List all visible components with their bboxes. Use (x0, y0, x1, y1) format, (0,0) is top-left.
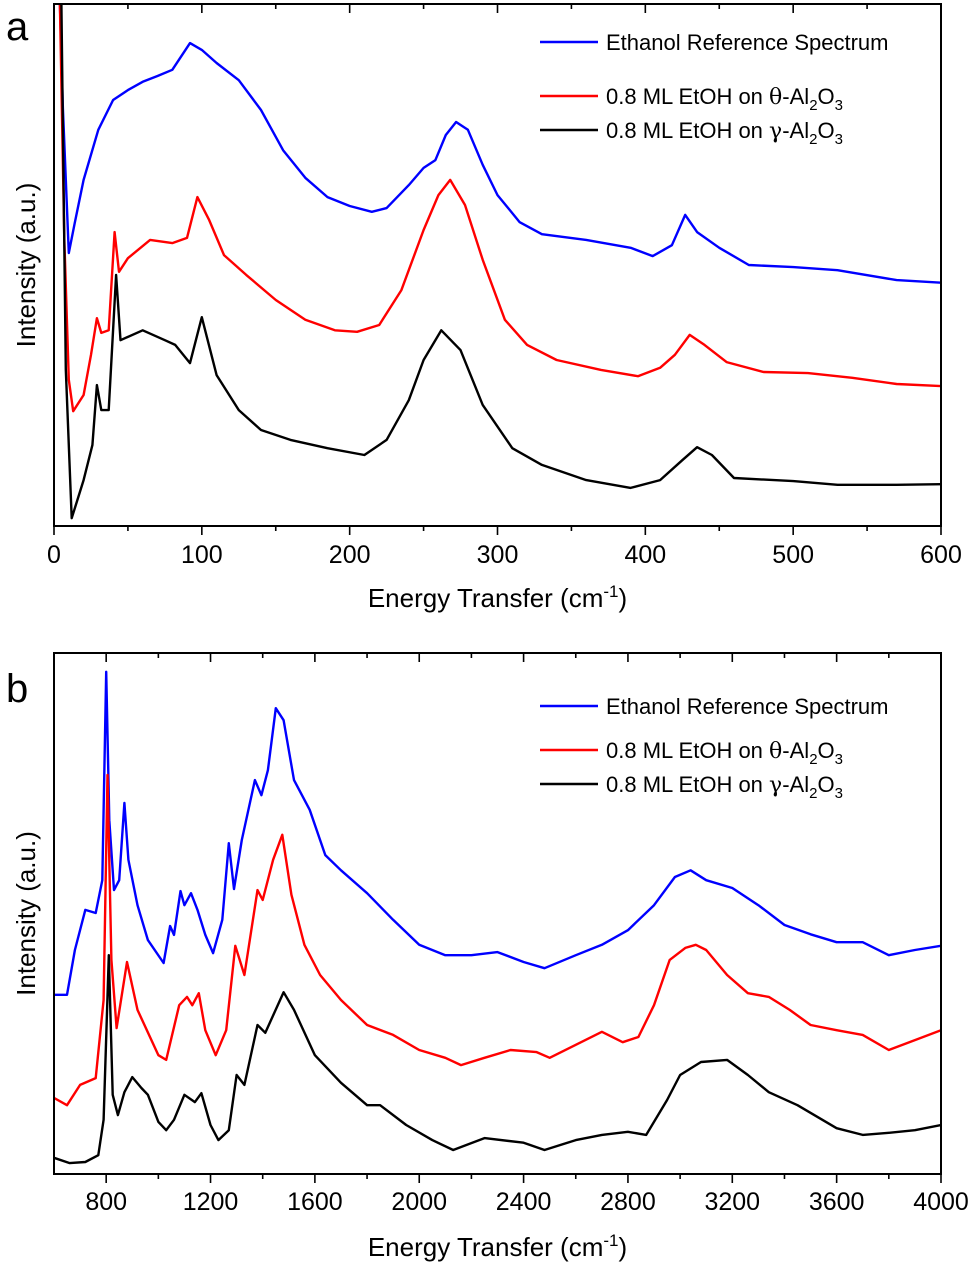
legend-label-greek: γ (769, 773, 782, 798)
legend-label-text: Ethanol Reference Spectrum (606, 30, 889, 55)
legend-label-text: 0.8 ML EtOH on (606, 772, 769, 797)
legend-label-formula: O (818, 738, 835, 763)
plot-frame (53, 652, 942, 1175)
legend-label-sub: 3 (835, 97, 843, 114)
x-axis-label-sup: -1 (603, 1231, 618, 1250)
legend-label-text: 0.8 ML EtOH on (606, 84, 769, 109)
legend-label-sub: 2 (809, 785, 817, 802)
x-tick-label: 200 (329, 541, 371, 569)
legend-label: 0.8 ML EtOH on θ-Al2O3 (606, 84, 843, 114)
x-tick-label: 0 (47, 541, 61, 569)
legend-label-formula: -Al (782, 772, 809, 797)
x-tick-label: 600 (920, 541, 962, 569)
legend-label-formula: O (817, 118, 834, 143)
x-tick-label: 400 (624, 541, 666, 569)
y-axis-label: Intensity (a.u.) (11, 183, 41, 348)
x-tick-label: 1200 (183, 1188, 239, 1216)
series-group (58, 4, 941, 520)
legend-label-text: 0.8 ML EtOH on (606, 738, 769, 763)
legend-label-sub: 3 (835, 131, 843, 148)
legend-label-sub: 2 (809, 97, 817, 114)
legend-label-formula: O (817, 772, 834, 797)
panel-letter: b (6, 667, 28, 711)
legend-label-formula: O (818, 84, 835, 109)
series-line-1 (58, 4, 941, 413)
legend-label-greek: γ (769, 119, 782, 144)
x-tick-label: 300 (477, 541, 519, 569)
legend-label: Ethanol Reference Spectrum (606, 694, 889, 719)
legend: Ethanol Reference Spectrum 0.8 ML EtOH on… (540, 30, 889, 148)
panel-letter: a (6, 5, 29, 49)
x-tick-label: 800 (85, 1188, 127, 1216)
legend: Ethanol Reference Spectrum 0.8 ML EtOH on… (540, 694, 889, 802)
x-tick-label: 3600 (809, 1188, 865, 1216)
legend-label: 0.8 ML EtOH on γ-Al2O3 (606, 772, 843, 802)
x-axis-label-main: Energy Transfer (cm (368, 583, 604, 613)
legend-label-formula: -Al (782, 738, 809, 763)
series-line-2 (60, 4, 941, 520)
legend-label-sub: 3 (835, 751, 843, 768)
legend-label: 0.8 ML EtOH on θ-Al2O3 (606, 738, 843, 768)
plot-frame (53, 3, 942, 527)
legend-label-sub: 2 (809, 131, 817, 148)
x-tick-label: 1600 (287, 1188, 343, 1216)
x-axis-label: Energy Transfer (cm-1) (368, 582, 627, 613)
y-axis-label: Intensity (a.u.) (11, 831, 41, 996)
x-tick-label: 2400 (496, 1188, 552, 1216)
series-group (54, 670, 941, 1165)
x-axis-label-sup: -1 (603, 582, 618, 601)
legend-label-text: Ethanol Reference Spectrum (606, 694, 889, 719)
legend-label-sub: 3 (835, 785, 843, 802)
legend-label-formula: -Al (782, 84, 809, 109)
series-line-2 (54, 954, 941, 1165)
x-axis-label-end: ) (618, 1232, 627, 1262)
x-axis-label-end: ) (618, 583, 627, 613)
legend-label-greek: θ (769, 85, 782, 110)
panel-b: 800 1200 1600 2000 2400 2800 3200 3600 4000 Energ… (6, 652, 969, 1262)
x-tick-label: 3200 (704, 1188, 760, 1216)
series-line-0 (54, 670, 941, 996)
x-axis-label-main: Energy Transfer (cm (368, 1232, 604, 1262)
x-tick-label: 500 (772, 541, 814, 569)
legend-label-sub: 2 (809, 751, 817, 768)
legend-label-greek: θ (769, 739, 782, 764)
legend-label-text: 0.8 ML EtOH on (606, 118, 769, 143)
panel-a: 0 100 200 300 400 500 600 Energy Transfer (cm-1… (6, 3, 962, 613)
x-tick-label: 2000 (391, 1188, 447, 1216)
legend-label: Ethanol Reference Spectrum (606, 30, 889, 55)
legend-label-formula: -Al (782, 118, 809, 143)
x-tick-label: 4000 (913, 1188, 969, 1216)
series-line-1 (54, 773, 941, 1107)
x-axis-label: Energy Transfer (cm-1) (368, 1231, 627, 1262)
legend-label: 0.8 ML EtOH on γ-Al2O3 (606, 118, 843, 148)
series-line-0 (58, 4, 941, 284)
x-tick-label: 2800 (600, 1188, 656, 1216)
x-tick-label: 100 (181, 541, 223, 569)
